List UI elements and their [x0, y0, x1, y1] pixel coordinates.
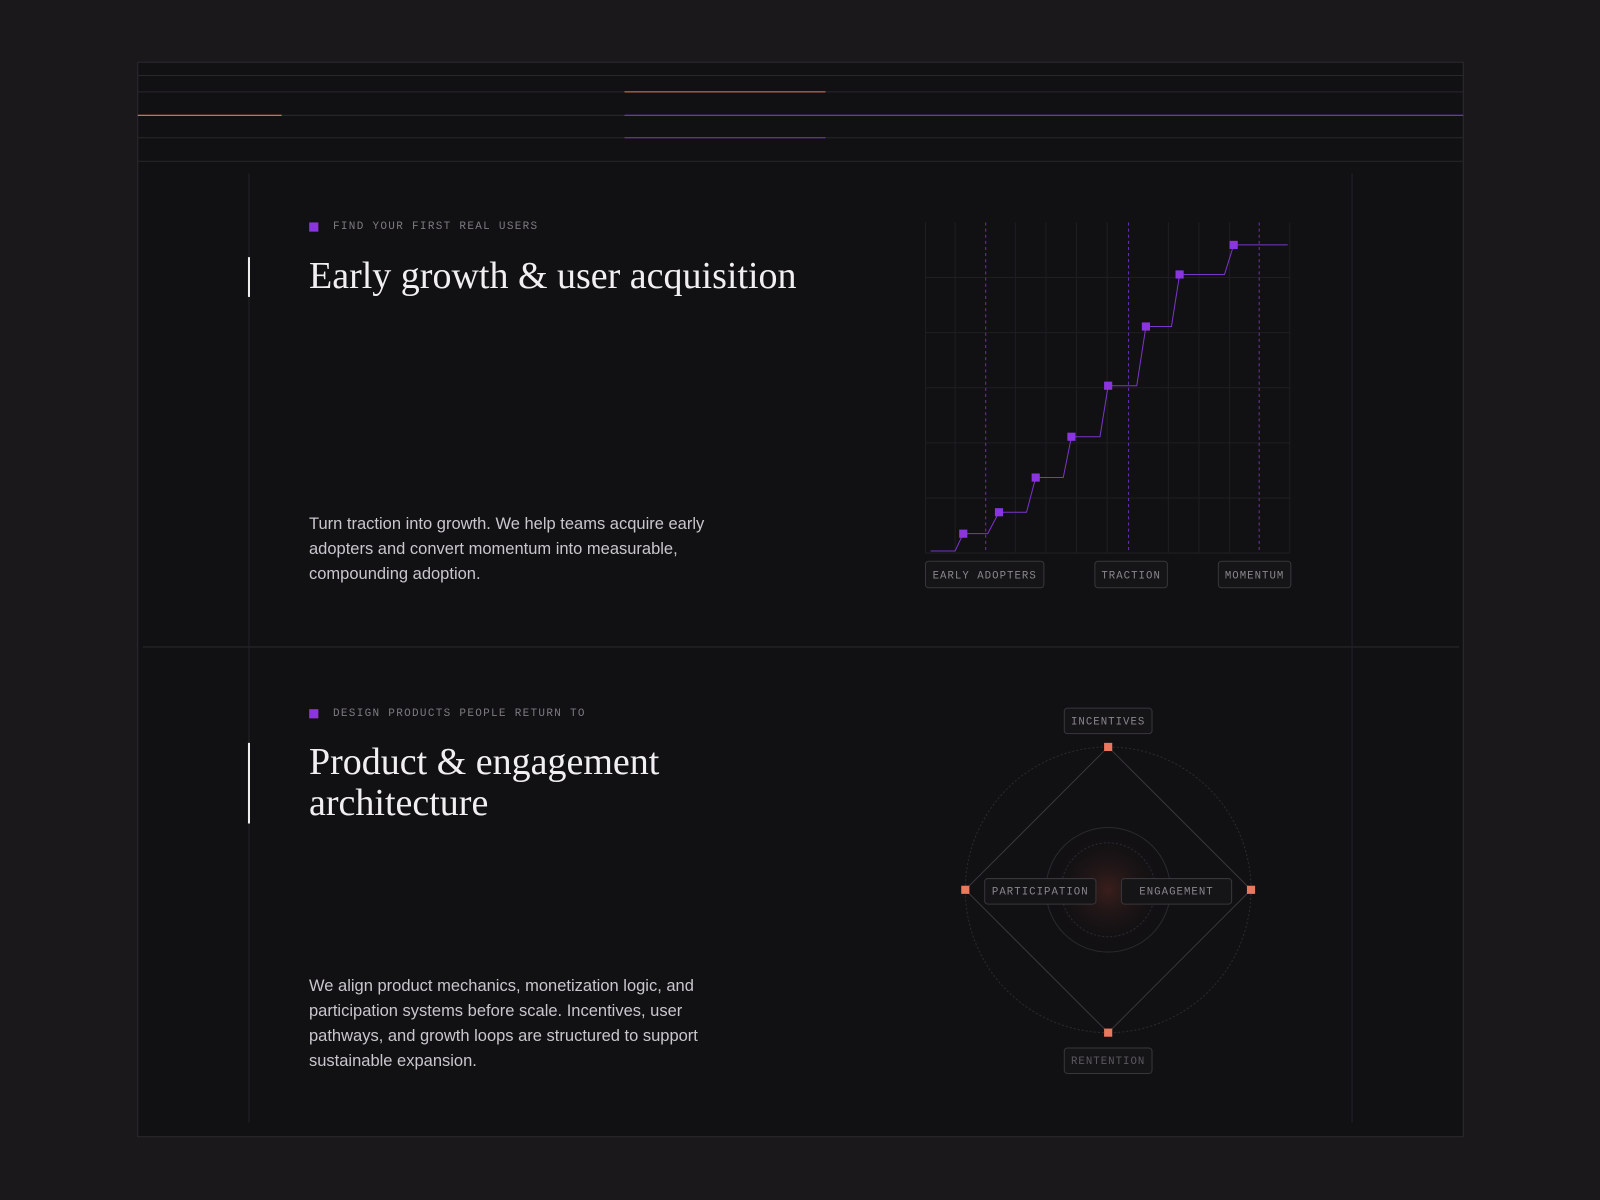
- section-title: Product & engagement architecture: [309, 741, 660, 824]
- label-boxes: [984, 707, 1233, 1074]
- eyebrow: FIND YOUR FIRST REAL USERS: [333, 221, 539, 233]
- diagram-label: ENGAGEMENT: [1139, 887, 1213, 899]
- diagram-label: RENTENTION: [1071, 1056, 1145, 1068]
- bullet: [309, 709, 319, 719]
- frame: [137, 61, 1464, 1138]
- chart-label: TRACTION: [1101, 570, 1161, 582]
- section-body: We align product mechanics, monetization…: [309, 977, 698, 1070]
- step-markers: [959, 240, 1238, 538]
- section-title: Early growth & user acquisition: [309, 255, 797, 297]
- section-body: Turn traction into growth. We help teams…: [309, 515, 705, 583]
- bullet: [309, 222, 319, 232]
- diagram-label: INCENTIVES: [1071, 716, 1145, 728]
- nodes: [961, 742, 1256, 1037]
- phase-line: [985, 222, 1260, 554]
- diagram-label: PARTICIPATION: [992, 887, 1089, 899]
- eyebrow: DESIGN PRODUCTS PEOPLE RETURN TO: [333, 708, 586, 720]
- chart-label: MOMENTUM: [1225, 570, 1285, 582]
- header-stripes: [137, 75, 1464, 648]
- glow: [1046, 828, 1170, 952]
- label-boxes: [925, 560, 1292, 589]
- chart-label: EARLY ADOPTERS: [933, 570, 1037, 582]
- step-line: [930, 244, 1288, 552]
